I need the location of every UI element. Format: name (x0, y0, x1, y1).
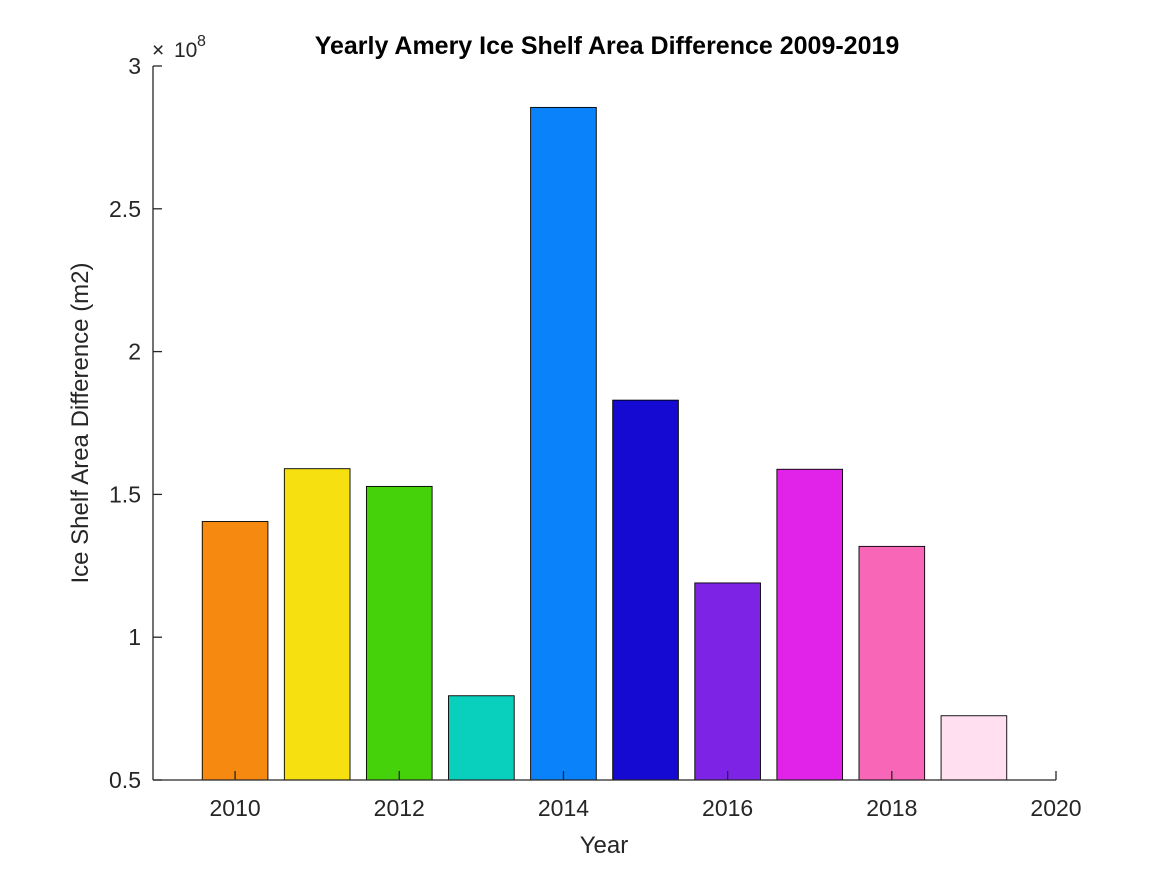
x-tick-label: 2020 (1030, 795, 1081, 821)
y-tick-label: 2 (128, 339, 141, 365)
bars-group (201, 106, 1008, 781)
y-exponent-base: 10 (174, 39, 197, 62)
y-tick-label: 3 (128, 53, 141, 79)
bar-2018 (858, 545, 926, 781)
bar-2016 (694, 582, 761, 781)
bar-2017 (776, 468, 844, 781)
x-tick-label: 2012 (374, 795, 425, 821)
y-exponent-power: 8 (197, 33, 206, 50)
axes-group (152, 66, 1056, 781)
bar-2010 (201, 521, 269, 781)
y-ticks-group: 0.5 1 1.5 2 2.5 3 (109, 53, 162, 793)
x-axis-label: Year (580, 832, 629, 859)
chart-title: Yearly Amery Ice Shelf Area Difference 2… (315, 32, 900, 60)
x-tick-label: 2014 (538, 795, 589, 821)
bar-2013 (448, 695, 515, 781)
bar-2012 (365, 485, 433, 781)
bar-2015 (612, 399, 679, 781)
x-tick-label: 2010 (210, 795, 261, 821)
y-exponent-prefix: × (152, 39, 164, 62)
bar-2014 (530, 106, 597, 781)
x-tick-label: 2018 (866, 795, 917, 821)
y-tick-label: 2.5 (109, 196, 141, 222)
y-axis-label: Ice Shelf Area Difference (m2) (67, 262, 94, 583)
x-tick-label: 2016 (702, 795, 753, 821)
y-tick-label: 1 (128, 624, 141, 650)
y-axis-exponent: × 10 8 (152, 33, 206, 62)
x-ticks-group: 2010 2012 2014 2016 2018 2020 (210, 771, 1082, 821)
bar-2019 (940, 715, 1008, 781)
y-tick-label: 1.5 (109, 481, 141, 507)
bar-2011 (283, 468, 351, 781)
y-tick-label: 0.5 (109, 767, 141, 793)
